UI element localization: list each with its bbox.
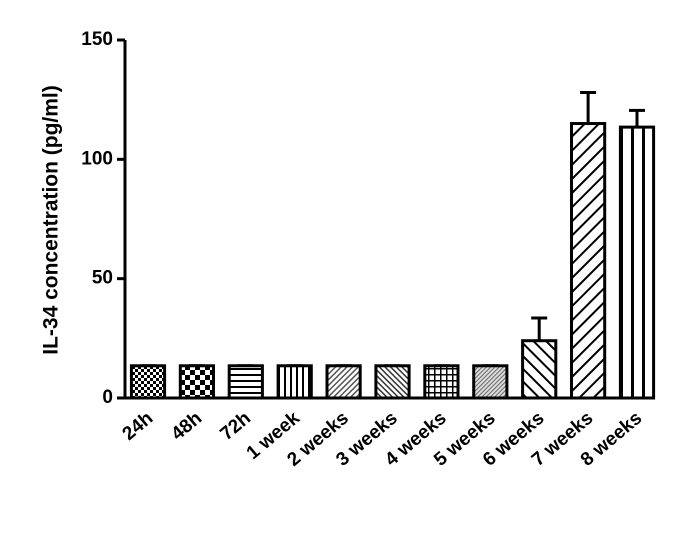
x-tick-label: 48h <box>168 408 207 445</box>
bar <box>276 364 313 400</box>
bar <box>178 364 215 400</box>
bar <box>129 364 167 400</box>
x-tick-label: 24h <box>119 408 158 445</box>
bar <box>374 364 411 400</box>
bar <box>618 125 656 400</box>
bar <box>570 122 607 400</box>
y-tick-label: 150 <box>81 29 113 50</box>
y-tick-label: 0 <box>102 387 113 408</box>
x-tick-label: 72h <box>216 408 255 445</box>
bar <box>472 364 509 400</box>
y-tick-label: 50 <box>92 268 113 289</box>
y-axis-label: IL-34 concentration (pg/ml) <box>40 85 63 355</box>
y-tick-label: 100 <box>81 148 113 169</box>
bar <box>521 339 558 400</box>
bar <box>423 364 460 400</box>
bar <box>325 364 362 400</box>
bar <box>227 364 264 400</box>
